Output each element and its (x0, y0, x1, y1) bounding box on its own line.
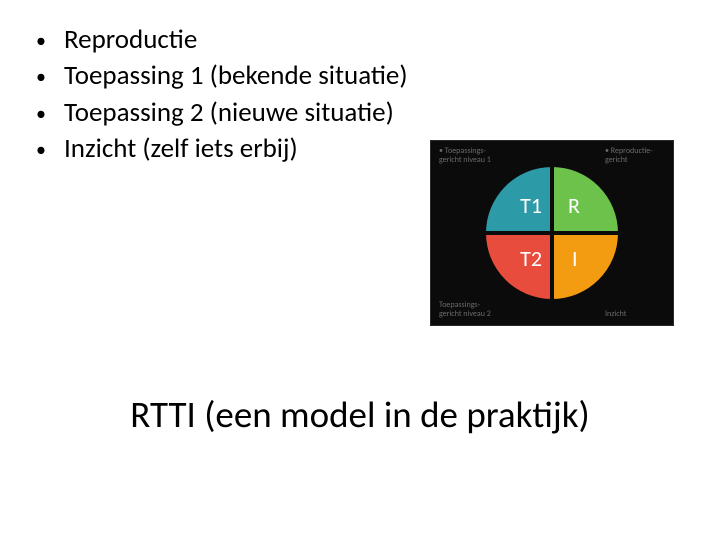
diagram-label-tr: • Reproductie- gericht (605, 147, 665, 165)
pie-slice-label: I (572, 245, 578, 272)
bullet-text: Toepassing 1 (bekende situatie) (64, 58, 408, 94)
list-item: • Inzicht (zelf iets erbij) (36, 131, 408, 167)
diagram-label-tl: • Toepassings- gericht niveau 1 (439, 147, 499, 165)
pie-slice-label: R (568, 192, 580, 219)
pie-slice-t2: T2 (486, 233, 552, 299)
bullet-icon: • (36, 101, 64, 128)
bullet-text: Reproductie (64, 22, 197, 58)
bullet-icon: • (36, 64, 64, 91)
pie-slice-label: T1 (520, 192, 542, 219)
bullet-icon: • (36, 28, 64, 55)
pie-slice-label: T2 (520, 245, 542, 272)
list-item: • Reproductie (36, 22, 408, 58)
diagram-label-br: Inzicht (605, 310, 665, 319)
bullet-text: Inzicht (zelf iets erbij) (64, 131, 298, 167)
list-item: • Toepassing 1 (bekende situatie) (36, 58, 408, 94)
page-title: RTTI (een model in de praktijk) (0, 392, 720, 437)
pie-slice-i: I (552, 233, 618, 299)
rtti-diagram: • Toepassings- gericht niveau 1 • Reprod… (430, 140, 674, 326)
pie-divider-horizontal (486, 231, 618, 235)
bullet-list: • Reproductie • Toepassing 1 (bekende si… (36, 22, 408, 168)
list-item: • Toepassing 2 (nieuwe situatie) (36, 95, 408, 131)
diagram-label-bl: Toepassings- gericht niveau 2 (439, 301, 499, 319)
pie-chart: T1 R T2 I (486, 167, 618, 299)
bullet-text: Toepassing 2 (nieuwe situatie) (64, 95, 394, 131)
pie-slice-t1: T1 (486, 167, 552, 233)
bullet-icon: • (36, 137, 64, 164)
pie-slice-r: R (552, 167, 618, 233)
